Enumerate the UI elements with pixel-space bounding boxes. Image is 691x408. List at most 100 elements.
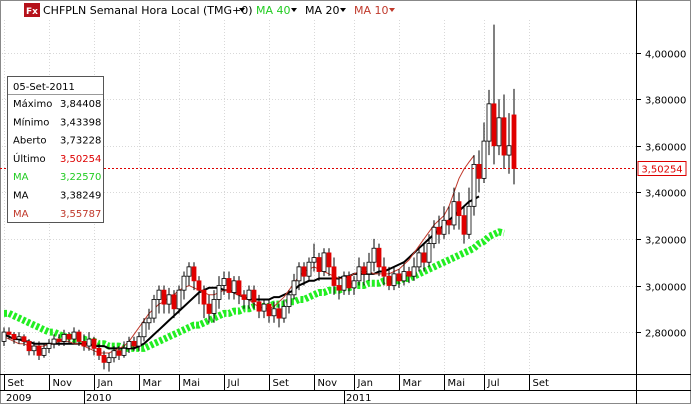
candle (321, 248, 327, 277)
candle-body-up (231, 280, 237, 293)
candle (406, 266, 412, 284)
x-tick-label: Set (273, 378, 290, 389)
fx-icon[interactable] (24, 3, 40, 17)
candle (246, 285, 252, 309)
candle (86, 332, 92, 351)
candle-body-up (466, 205, 472, 235)
chevron-down-icon (239, 8, 245, 12)
candle (36, 341, 42, 361)
candle-body-down (446, 219, 452, 226)
info-row-value: 3,73228 (60, 136, 101, 147)
candle-body-up (271, 308, 277, 317)
candle (501, 94, 507, 170)
candle (61, 329, 67, 347)
candle (276, 304, 282, 328)
candle-body-up (286, 294, 292, 307)
candle-body-up (296, 266, 302, 282)
candle (206, 294, 212, 323)
indicator-ma20[interactable]: MA 20 (305, 4, 346, 17)
candle (116, 346, 122, 361)
candle (286, 290, 292, 314)
info-rows: Máximo 3,84408 Mínimo 3,43398 Aberto 3,73228 Ú… (13, 98, 101, 220)
candle (266, 299, 272, 323)
candle (71, 327, 77, 344)
candle-body-up (366, 261, 372, 275)
candle (381, 257, 387, 286)
candle-body-down (161, 289, 167, 305)
candle-body-down (241, 294, 247, 300)
indicator-ma10[interactable]: MA 10 (354, 4, 395, 17)
candle (221, 271, 227, 295)
info-row-label: Máximo (13, 98, 52, 110)
candle-body-up (146, 317, 152, 324)
last-price-label: 3,50254 (641, 165, 682, 176)
symbol-dropdown[interactable]: CHFPLN Semanal Hora Local (TMG+0) (43, 4, 253, 17)
candle (306, 257, 312, 281)
candle-body-up (481, 140, 487, 179)
candle (81, 334, 87, 351)
candle (251, 285, 257, 309)
candle-body-down (196, 280, 202, 291)
info-row-value: 3,55787 (60, 209, 101, 220)
candle-body-down (476, 163, 482, 179)
candle (476, 150, 482, 193)
info-row-label: MA (13, 209, 29, 220)
candle-body-down (81, 340, 87, 347)
candle-body-up (431, 226, 437, 244)
info-box: 05-Set-2011 Máximo 3,84408 Mínimo 3,43398 Ab… (7, 76, 104, 223)
candle (76, 329, 82, 347)
candle-body-down (301, 266, 307, 277)
candle-body-down (326, 252, 332, 268)
candle-body-up (31, 345, 37, 352)
candle (26, 339, 32, 356)
x-tick-label: Jul (227, 378, 240, 389)
info-row-label: Aberto (13, 136, 47, 147)
candle-body-up (371, 247, 377, 263)
candle-body-down (226, 278, 232, 293)
candle-body-down (376, 247, 382, 268)
candle (361, 262, 367, 286)
fx-icon-label: Fx (26, 7, 38, 17)
toolbar: Fx CHFPLN Semanal Hora Local (TMG+0) MA … (24, 3, 395, 17)
info-row-value: 3,50254 (60, 154, 101, 165)
candle-body-up (186, 266, 192, 277)
y-tick-label: 3,40000 (645, 189, 686, 200)
candle (226, 271, 232, 300)
info-row-value: 3,22570 (60, 172, 101, 183)
candle-body-up (166, 294, 172, 305)
candle (411, 257, 417, 281)
info-row-label: MA (13, 172, 29, 183)
candle-body-down (21, 336, 27, 342)
candle (211, 290, 217, 323)
candle-body-up (426, 243, 432, 263)
candle (311, 243, 317, 272)
candle-body-up (281, 306, 287, 319)
candle (316, 252, 322, 281)
candle (196, 276, 202, 305)
indicator-ma40[interactable]: MA 40 (256, 4, 297, 17)
candle-body-up (46, 343, 52, 349)
y-tick-label: 3,60000 (645, 143, 686, 154)
candle (326, 248, 332, 277)
candle (296, 262, 302, 291)
info-row-value: 3,38249 (60, 191, 101, 202)
candle-body-up (211, 299, 217, 314)
candle-body-up (106, 357, 112, 363)
candle-body-down (266, 303, 272, 317)
x-tick-label: Jan (357, 378, 373, 389)
candle (481, 122, 487, 184)
info-row-label: Último (13, 152, 46, 165)
candle (386, 266, 392, 291)
candle-body-down (456, 201, 462, 217)
candle-body-up (356, 266, 362, 282)
candle-body-down (396, 273, 402, 282)
y-tick-label: 3,80000 (645, 96, 686, 107)
candle (391, 266, 397, 291)
candle-body-up (416, 252, 422, 268)
candle-body-up (306, 261, 312, 277)
candle-body-down (56, 338, 62, 342)
candle-body-down (461, 215, 467, 235)
